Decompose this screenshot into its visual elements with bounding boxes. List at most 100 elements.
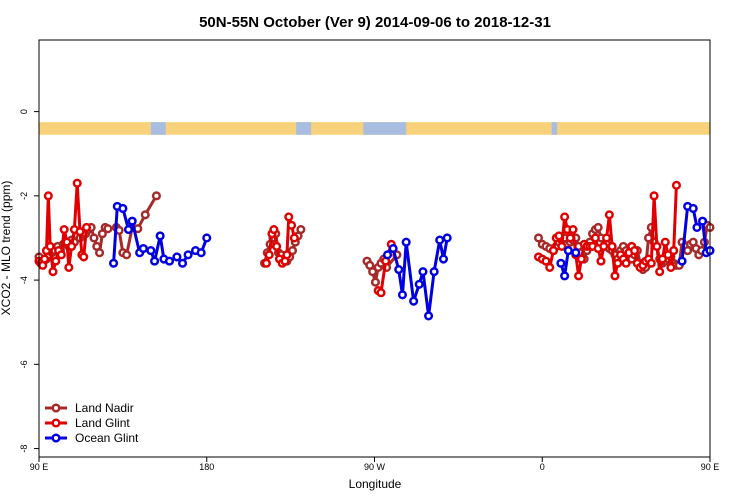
legend-entry: Land Nadir <box>45 401 134 415</box>
legend-marker <box>51 418 61 428</box>
data-point <box>284 212 294 222</box>
data-point <box>155 231 165 241</box>
data-point <box>370 277 380 287</box>
data-point <box>43 191 53 201</box>
data-point <box>394 265 404 275</box>
data-point <box>610 271 620 281</box>
legend-marker <box>51 433 61 443</box>
data-point <box>123 224 134 235</box>
data-point <box>414 279 424 289</box>
data-point <box>368 267 378 277</box>
data-point <box>607 241 617 251</box>
data-point <box>269 224 279 235</box>
legend-label: Land Nadir <box>75 401 134 415</box>
data-point <box>560 271 570 281</box>
data-point <box>272 241 282 251</box>
x-tick-label: 0 <box>540 462 545 472</box>
ocean-band <box>551 122 558 135</box>
data-point <box>655 267 665 277</box>
data-point <box>282 250 292 260</box>
data-point <box>40 254 50 264</box>
data-point <box>127 216 137 226</box>
series-layer <box>34 178 715 321</box>
data-point <box>64 262 74 273</box>
data-point <box>563 246 573 256</box>
data-point <box>287 246 298 256</box>
data-point <box>296 224 306 235</box>
data-point <box>79 252 89 262</box>
data-point <box>593 222 603 232</box>
x-axis: 90 E 180 90 W 0 90 E <box>30 457 720 472</box>
data-point <box>418 267 428 277</box>
data-point <box>118 203 128 214</box>
data-point <box>613 258 623 268</box>
legend-marker <box>51 403 61 413</box>
data-point <box>429 267 439 277</box>
data-point <box>67 241 77 251</box>
data-point <box>602 233 612 243</box>
x-tick-label: 90 E <box>30 462 49 472</box>
data-point <box>688 203 698 214</box>
data-point <box>657 254 668 264</box>
x-tick-label: 90 W <box>364 462 386 472</box>
data-point <box>666 262 676 273</box>
data-point <box>435 235 445 245</box>
data-point <box>621 258 631 268</box>
data-point <box>382 250 393 260</box>
data-point <box>261 258 271 268</box>
data-point <box>677 256 687 266</box>
y-tick-label: -8 <box>19 445 29 453</box>
data-point <box>697 216 708 226</box>
data-point <box>202 233 212 243</box>
data-point <box>81 222 92 232</box>
data-point <box>56 250 66 260</box>
legend-label: Ocean Glint <box>75 431 139 445</box>
data-point <box>177 258 188 268</box>
x-tick-label: 90 E <box>701 462 720 472</box>
data-point <box>424 311 434 321</box>
y-axis-label: XCO2 - MLO trend (ppm) <box>0 181 13 316</box>
chart-title: 50N-55N October (Ver 9) 2014-09-06 to 20… <box>199 14 551 31</box>
data-point <box>164 256 175 266</box>
data-point <box>89 233 99 243</box>
legend-label: Land Glint <box>75 416 130 430</box>
data-point <box>196 248 206 258</box>
data-point <box>138 243 148 254</box>
data-point <box>560 212 570 222</box>
y-tick-label: 0 <box>19 109 29 114</box>
data-point <box>376 288 386 298</box>
data-point <box>574 271 584 281</box>
data-point <box>442 233 452 243</box>
data-point <box>556 258 566 268</box>
data-point <box>287 220 297 230</box>
data-point <box>692 222 702 232</box>
data-point <box>663 250 673 260</box>
data-point <box>671 180 682 190</box>
data-point <box>533 233 544 243</box>
data-point <box>146 246 156 256</box>
land-ocean-mask <box>39 122 710 135</box>
ocean-band <box>296 122 312 135</box>
data-point <box>388 243 398 254</box>
y-tick-label: -4 <box>19 276 29 284</box>
data-point <box>140 210 150 220</box>
data-point <box>183 250 193 260</box>
data-point <box>109 258 119 268</box>
data-point <box>51 256 61 266</box>
data-point <box>649 191 659 201</box>
data-point <box>545 262 555 273</box>
data-point <box>596 256 606 266</box>
data-point <box>646 258 656 268</box>
data-point <box>103 224 113 234</box>
data-point <box>568 224 578 235</box>
data-point <box>554 231 564 241</box>
data-point <box>172 252 182 262</box>
data-point <box>409 296 419 306</box>
series-ocean-glint <box>109 201 715 321</box>
data-point <box>397 290 408 300</box>
data-point <box>548 246 558 256</box>
data-point <box>75 227 85 237</box>
data-point <box>604 210 614 220</box>
x-tick-label: 180 <box>199 462 214 472</box>
data-point <box>122 250 132 260</box>
